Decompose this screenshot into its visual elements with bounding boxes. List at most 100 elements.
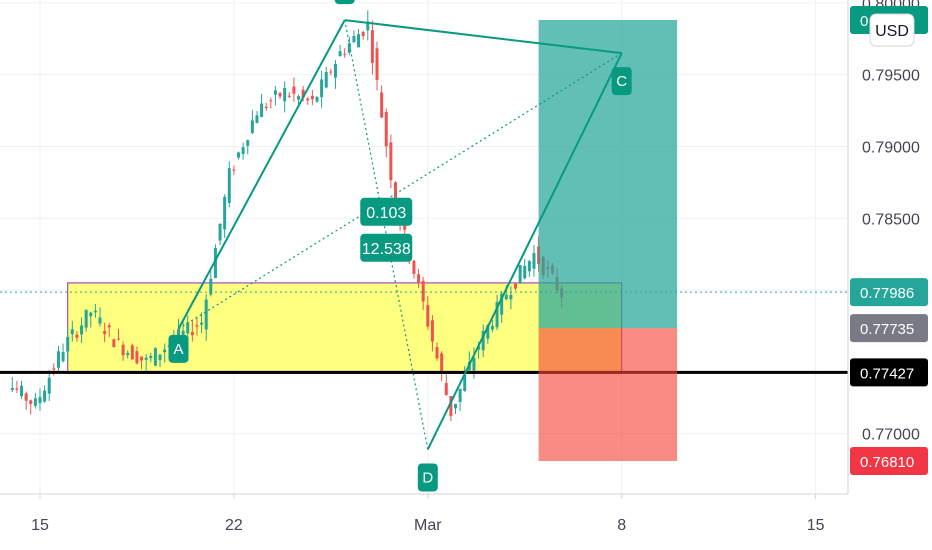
candle-body [218, 223, 222, 241]
candle-body [509, 294, 513, 300]
candle-body [56, 351, 60, 368]
ratio-label: 12.538 [362, 241, 411, 258]
pattern-point-a-marker[interactable] [168, 334, 189, 363]
candle-body [412, 260, 416, 274]
time-tick-label: 8 [617, 517, 626, 534]
candle-body [10, 387, 14, 390]
candle-body [61, 352, 65, 362]
candle-body [532, 253, 536, 269]
candle-body [38, 397, 42, 404]
candle-body [527, 261, 531, 272]
candle-body [440, 353, 444, 373]
price-tag-label: 0.77427 [860, 365, 914, 382]
candle-body [246, 140, 250, 146]
pattern-point-label: D [422, 469, 433, 486]
candle-body [449, 395, 453, 416]
candle-body [454, 403, 457, 409]
candle-body [33, 398, 37, 406]
candle-body [140, 356, 144, 361]
candle-body [472, 357, 476, 371]
candle-body [421, 280, 425, 302]
time-tick-label: Mar [414, 517, 442, 534]
pattern-point-c-marker[interactable] [611, 67, 632, 96]
candle-body [375, 48, 379, 80]
candle-body [324, 71, 328, 88]
candle-body [430, 320, 434, 342]
candle-body [417, 274, 421, 283]
currency-button[interactable]: USD [869, 13, 915, 47]
candle-body [163, 349, 167, 353]
candle-body [190, 332, 194, 336]
candle-body [223, 196, 227, 230]
candle-body [333, 64, 337, 78]
candle-body [181, 330, 185, 338]
price-tag [850, 446, 928, 475]
candle-body [292, 86, 296, 94]
candle-body [264, 106, 268, 109]
pattern-point-b-marker[interactable] [334, 0, 355, 5]
candle-body [301, 89, 305, 98]
candle-body [481, 330, 485, 351]
candle-body [186, 322, 190, 334]
candle-body [523, 265, 527, 279]
price-tick-label: 0.79500 [862, 68, 920, 85]
price-tick-label: 0.78500 [862, 211, 920, 228]
time-tick-label: 15 [31, 517, 49, 534]
candle-body [366, 21, 370, 31]
grid [0, 0, 848, 494]
candle-body [144, 357, 148, 360]
candle-body [370, 30, 374, 63]
price-tick-label: 0.77000 [862, 427, 920, 444]
pattern-point-label: A [173, 341, 183, 358]
candle-body [237, 152, 241, 158]
candle-body [204, 299, 208, 330]
price-tag [850, 358, 928, 387]
candle-body [130, 345, 134, 360]
candle-body [320, 79, 324, 98]
candle-body [241, 147, 245, 154]
ratio-label: 0.103 [366, 205, 406, 222]
candle-body [149, 355, 153, 359]
candle-body [195, 325, 199, 327]
candle-body [112, 339, 116, 348]
candle-body [80, 325, 84, 335]
candle-body [15, 388, 19, 390]
candle-body [135, 351, 139, 364]
candle-body [255, 115, 259, 123]
candle-body [384, 111, 388, 147]
currency-label[interactable]: USD [875, 23, 909, 40]
candle-body [250, 120, 254, 133]
pattern-point-d-marker[interactable] [417, 463, 438, 492]
candle-body [500, 293, 504, 315]
price-tag [850, 314, 928, 343]
candle-body [273, 90, 277, 95]
candle-body [75, 334, 79, 338]
candle-body [260, 103, 264, 117]
candle-body [29, 400, 33, 404]
candle-body [357, 34, 361, 48]
candle-body [47, 377, 51, 394]
candle-body [458, 388, 462, 402]
candle-body [158, 354, 162, 361]
candle-body [514, 283, 518, 289]
candle-body [306, 98, 310, 101]
price-tick-label: 0.79000 [862, 139, 920, 156]
pattern-leg-dc [426, 52, 623, 450]
candle-body [84, 309, 88, 328]
candle-body [43, 390, 47, 402]
candle-body [283, 88, 287, 102]
price-tag-label: 0.77986 [860, 285, 914, 302]
candle-body [490, 325, 494, 330]
candle-body [329, 71, 333, 73]
candle-body [98, 317, 102, 324]
candle-body [52, 368, 56, 370]
candle-body [393, 182, 397, 209]
candle-body [209, 278, 213, 295]
candle-body [213, 247, 217, 279]
pattern-diagonal-ac [178, 52, 623, 330]
candle-body [227, 168, 231, 203]
candle-body [315, 97, 319, 102]
pattern-leg-bc [344, 19, 622, 55]
